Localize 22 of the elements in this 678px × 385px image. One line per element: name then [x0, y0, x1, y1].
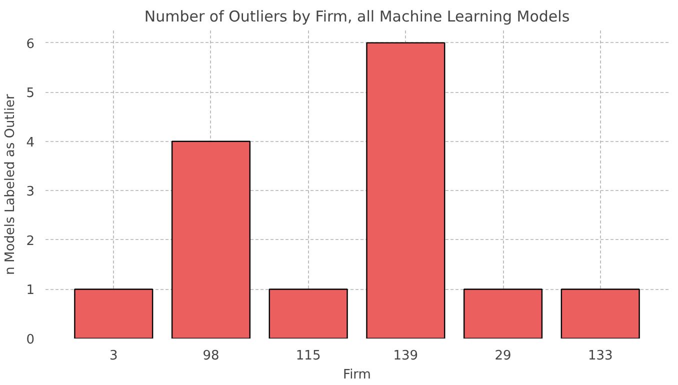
- x-axis-title: Firm: [343, 368, 371, 382]
- x-tick-label: 3: [110, 348, 118, 364]
- bar: [74, 288, 154, 338]
- x-tick-label: 115: [296, 348, 321, 364]
- bar: [268, 288, 348, 338]
- x-tick-label: 29: [494, 348, 512, 364]
- bar: [463, 288, 543, 338]
- x-tick-label: 98: [202, 348, 220, 364]
- chart-title: Number of Outliers by Firm, all Machine Learning Models: [144, 8, 570, 26]
- y-tick-label: 6: [26, 36, 35, 52]
- y-tick-label: 1: [26, 283, 35, 298]
- y-tick-label: 3: [26, 184, 35, 200]
- bar: [171, 140, 251, 338]
- y-tick-label: 0: [26, 332, 35, 348]
- y-tick-label: 5: [26, 86, 35, 102]
- x-tick-label: 133: [588, 348, 613, 364]
- y-tick-label: 4: [26, 135, 35, 150]
- bar: [366, 42, 446, 338]
- y-axis-title: n Models Labeled as Outlier: [3, 93, 18, 275]
- bar: [560, 288, 640, 338]
- x-tick-label: 139: [393, 348, 418, 364]
- y-tick-label: 2: [26, 234, 35, 249]
